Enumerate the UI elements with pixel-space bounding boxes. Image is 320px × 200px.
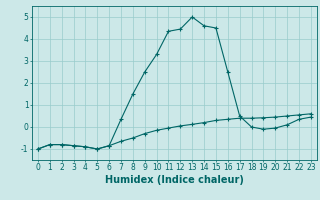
- X-axis label: Humidex (Indice chaleur): Humidex (Indice chaleur): [105, 175, 244, 185]
